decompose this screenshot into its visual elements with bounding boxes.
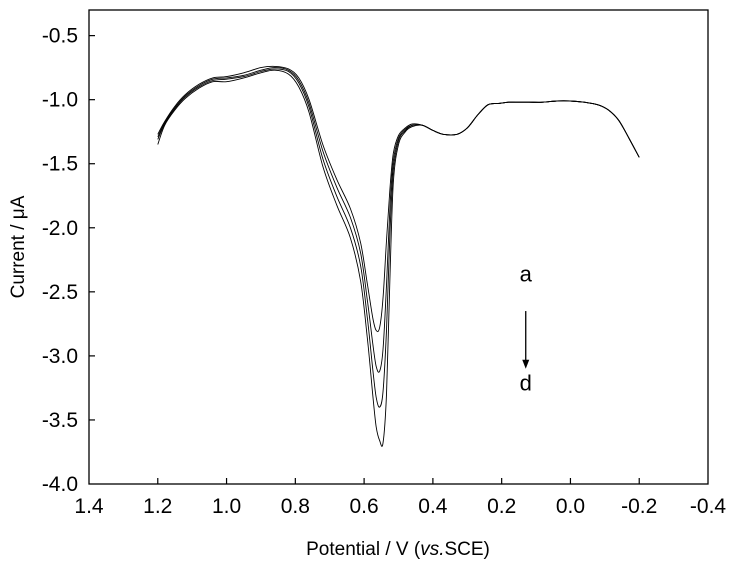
x-tick-label: -0.4 bbox=[690, 495, 727, 518]
x-tick-label: 1.0 bbox=[212, 495, 241, 518]
x-tick-label: 0.0 bbox=[556, 495, 585, 518]
series-line-4 bbox=[157, 69, 640, 447]
series-lines bbox=[157, 65, 640, 447]
series-line-2 bbox=[157, 67, 640, 373]
y-axis-ticks: -0.5 -1.0 -1.5 -2.0 -2.5 -3.0 -3.5 -4.0 bbox=[42, 25, 95, 496]
x-axis-title-italic: vs. bbox=[420, 539, 444, 560]
plot-frame bbox=[88, 9, 709, 485]
annotation-start-label: a bbox=[520, 262, 533, 287]
series-line-3 bbox=[157, 68, 640, 408]
x-tick-label: 0.6 bbox=[350, 495, 379, 518]
x-tick-label: 0.8 bbox=[281, 495, 310, 518]
y-axis-title: Current / μA bbox=[8, 195, 29, 298]
x-axis-ticks: 1.4 1.2 1.0 0.8 0.6 0.4 0.2 0.0 -0.2 -0.4 bbox=[74, 478, 726, 518]
series-line-1 bbox=[157, 65, 640, 333]
x-tick-label: 1.2 bbox=[143, 495, 172, 518]
y-tick-label: -3.5 bbox=[42, 409, 78, 432]
x-axis-title: Potential / V (vs.SCE) bbox=[306, 539, 490, 560]
y-tick-label: -4.0 bbox=[42, 473, 78, 496]
x-tick-label: 0.2 bbox=[487, 495, 516, 518]
x-tick-label: 1.4 bbox=[74, 495, 104, 518]
y-tick-label: -0.5 bbox=[42, 25, 78, 48]
x-tick-label: -0.2 bbox=[621, 495, 657, 518]
y-tick-label: -2.0 bbox=[42, 217, 78, 240]
x-axis-title-tail: SCE) bbox=[444, 539, 489, 560]
x-axis-title-main: Potential / V ( bbox=[306, 539, 421, 560]
annotation-end-label: d bbox=[520, 370, 532, 395]
y-tick-label: -3.0 bbox=[42, 345, 78, 368]
x-tick-label: 0.4 bbox=[418, 495, 448, 518]
y-tick-label: -1.5 bbox=[42, 153, 78, 176]
annotation-arrowhead bbox=[522, 359, 530, 369]
y-tick-label: -2.5 bbox=[42, 281, 78, 304]
y-tick-label: -1.0 bbox=[42, 89, 78, 112]
